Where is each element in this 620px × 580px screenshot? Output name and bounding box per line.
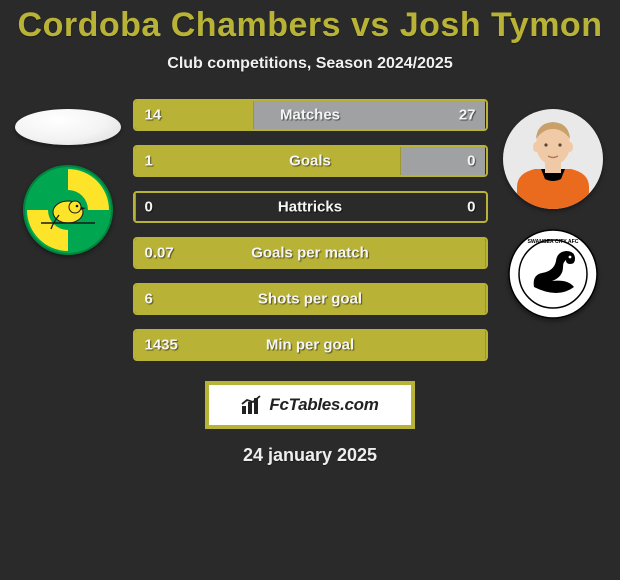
- svg-text:SWANSEA CITY AFC: SWANSEA CITY AFC: [527, 239, 578, 245]
- stat-bar-left-fill: [135, 239, 486, 267]
- branding-badge: FcTables.com: [205, 381, 415, 429]
- subtitle: Club competitions, Season 2024/2025: [0, 55, 620, 73]
- left-player-column: [15, 99, 121, 255]
- stat-bar-right-fill: [254, 101, 486, 129]
- stat-bar-right-fill: [401, 147, 485, 175]
- comparison-bars: Matches1427 Goals10 Hattricks00 Goals per m…: [133, 99, 488, 361]
- stat-bar-left-fill: [135, 101, 254, 129]
- chart-icon: [241, 395, 263, 415]
- club-badge-swansea: SWANSEA CITY AFC: [508, 229, 598, 319]
- stat-bar-left-fill: [135, 331, 486, 359]
- stat-bar: Goals10: [133, 145, 488, 177]
- player-avatar: [503, 109, 603, 209]
- stat-bar: Shots per goal6: [133, 283, 488, 315]
- right-player-column: SWANSEA CITY AFC: [500, 99, 606, 319]
- stat-bar-empty: [136, 193, 486, 221]
- date-text: 24 january 2025: [0, 445, 620, 466]
- comparison-infographic: Cordoba Chambers vs Josh Tymon Club comp…: [0, 0, 620, 580]
- branding-text: FcTables.com: [269, 395, 378, 415]
- stat-bar: Matches1427: [133, 99, 488, 131]
- stat-bar-left-fill: [135, 147, 402, 175]
- content-row: Matches1427 Goals10 Hattricks00 Goals per m…: [0, 99, 620, 361]
- player-avatar-placeholder: [15, 109, 121, 145]
- stat-bar: Hattricks00: [133, 191, 488, 223]
- stat-bar: Min per goal1435: [133, 329, 488, 361]
- page-title: Cordoba Chambers vs Josh Tymon: [0, 6, 620, 45]
- stat-bar-left-fill: [135, 285, 486, 313]
- stat-bar: Goals per match0.07: [133, 237, 488, 269]
- club-badge-norwich: [23, 165, 113, 255]
